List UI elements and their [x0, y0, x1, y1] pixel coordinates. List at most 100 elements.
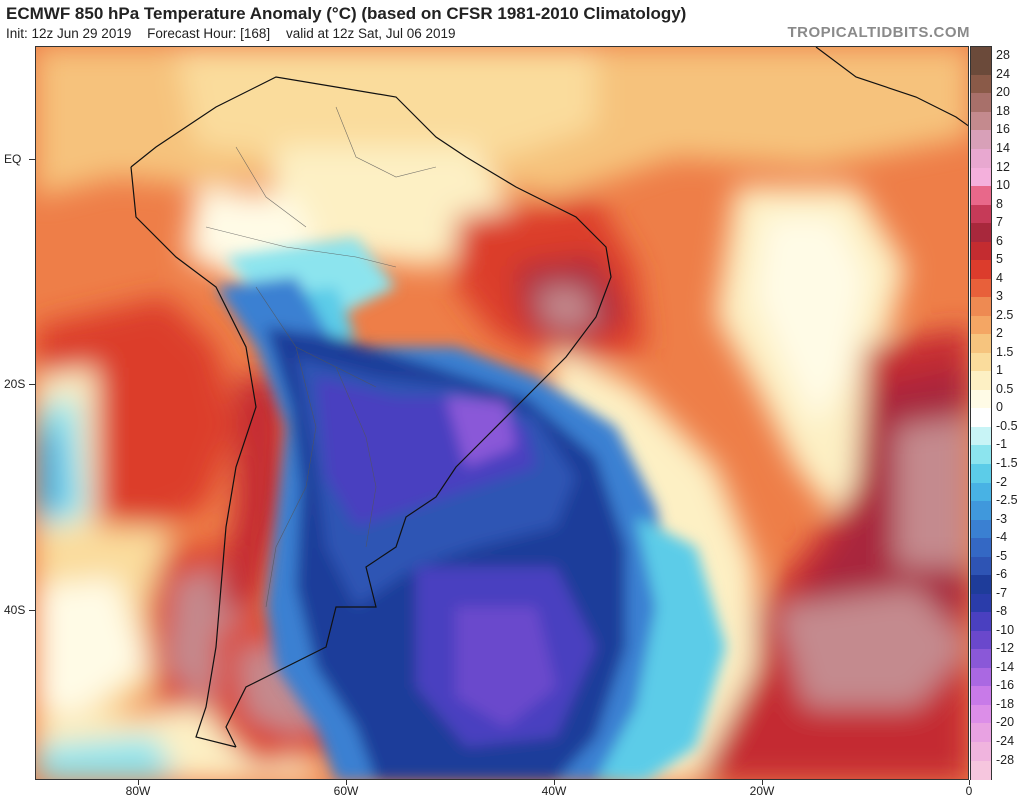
colorbar-swatch: [971, 649, 991, 669]
lat-label-20s: 20S: [4, 377, 26, 391]
colorbar-swatch: [971, 593, 991, 613]
lon-label-40w: 40W: [541, 784, 567, 798]
colorbar-swatch: [971, 371, 991, 391]
valid-time: valid at 12z Sat, Jul 06 2019: [285, 26, 456, 41]
colorbar-label: -0.5: [996, 418, 1018, 433]
colorbar-swatch: [971, 56, 991, 76]
lon-label-0: 0: [965, 784, 973, 798]
colorbar-label: 6: [996, 233, 1003, 248]
colorbar-swatch: [971, 260, 991, 280]
colorbar-swatch: [971, 741, 991, 761]
colorbar-swatch: [971, 93, 991, 113]
colorbar-label: 18: [996, 103, 1010, 118]
colorbar-label: -20: [996, 715, 1015, 730]
colorbar-swatch: [971, 612, 991, 632]
chart-title: ECMWF 850 hPa Temperature Anomaly (°C) (…: [6, 4, 687, 23]
colorbar: [970, 46, 992, 780]
colorbar-swatch: [971, 334, 991, 354]
lon-label-80w: 80W: [125, 784, 151, 798]
colorbar-swatch: [971, 704, 991, 724]
lon-label-20w: 20W: [749, 784, 775, 798]
colorbar-swatch: [971, 186, 991, 206]
lat-label-eq: EQ: [4, 152, 22, 166]
colorbar-label: -8: [996, 604, 1008, 619]
colorbar-label: 0: [996, 400, 1003, 415]
colorbar-label: -14: [996, 659, 1015, 674]
colorbar-swatch: [971, 315, 991, 335]
colorbar-label: -12: [996, 641, 1015, 656]
lat-label-40s: 40S: [4, 603, 26, 617]
colorbar-swatch: [971, 519, 991, 539]
colorbar-label: -7: [996, 585, 1008, 600]
lon-tick: [969, 780, 970, 785]
colorbar-swatch: [971, 111, 991, 131]
colorbar-label: -18: [996, 696, 1015, 711]
colorbar-label: 3: [996, 289, 1003, 304]
colorbar-label: 28: [996, 48, 1010, 63]
colorbar-label: 12: [996, 159, 1010, 174]
chart-subtitle: Init: 12z Jun 29 2019 Forecast Hour: [16…: [6, 26, 468, 41]
coastlines: [130, 47, 968, 748]
colorbar-swatch: [971, 297, 991, 317]
colorbar-label: 14: [996, 140, 1010, 155]
colorbar-swatch: [971, 223, 991, 243]
colorbar-swatch: [971, 389, 991, 409]
colorbar-swatch: [971, 556, 991, 576]
colorbar-label: -10: [996, 622, 1015, 637]
colorbar-swatch: [971, 167, 991, 187]
colorbar-label: 16: [996, 122, 1010, 137]
colorbar-label: -2.5: [996, 493, 1018, 507]
colorbar-swatch: [971, 482, 991, 502]
colorbar-swatch: [971, 667, 991, 687]
colorbar-swatch: [971, 241, 991, 261]
colorbar-label: -3: [996, 511, 1008, 526]
colorbar-label: -4: [996, 530, 1008, 545]
lon-label-60w: 60W: [333, 784, 359, 798]
colorbar-label: 8: [996, 196, 1003, 211]
brand-watermark: TROPICALTIDBITS.COM: [787, 24, 970, 41]
colorbar-label: 2.5: [996, 307, 1014, 322]
colorbar-label: -24: [996, 733, 1015, 748]
colorbar-label: 2: [996, 326, 1003, 341]
colorbar-label: 24: [996, 66, 1010, 81]
lat-tick: [29, 384, 35, 385]
colorbar-label: -16: [996, 678, 1015, 693]
lon-tick: [554, 780, 555, 785]
colorbar-label: 7: [996, 215, 1003, 230]
colorbar-swatch: [971, 686, 991, 706]
colorbar-label: 1: [996, 363, 1003, 378]
colorbar-label: -6: [996, 567, 1008, 582]
lon-tick: [346, 780, 347, 785]
colorbar-swatch: [971, 408, 991, 428]
colorbar-label: -28: [996, 752, 1015, 767]
colorbar-swatch: [971, 464, 991, 484]
colorbar-swatch: [971, 278, 991, 298]
lon-tick: [762, 780, 763, 785]
colorbar-label: 5: [996, 252, 1003, 267]
colorbar-swatch: [971, 426, 991, 446]
colorbar-label: 10: [996, 178, 1010, 192]
colorbar-swatch: [971, 630, 991, 650]
colorbar-swatch: [971, 352, 991, 372]
colorbar-swatch: [971, 501, 991, 521]
colorbar-swatch: [971, 204, 991, 224]
lon-tick: [138, 780, 139, 785]
colorbar-swatch: [971, 760, 991, 780]
colorbar-swatch: [971, 538, 991, 558]
anomaly-field: [36, 47, 968, 779]
colorbar-label: 1.5: [996, 344, 1014, 359]
colorbar-swatch: [971, 130, 991, 150]
country-borders: [205, 106, 437, 608]
forecast-hour: Forecast Hour: [168]: [147, 26, 271, 41]
colorbar-label: -2: [996, 474, 1008, 489]
colorbar-label: 20: [996, 85, 1010, 100]
colorbar-swatch: [971, 723, 991, 743]
colorbar-label: -1.5: [996, 456, 1018, 470]
colorbar-label: 0.5: [996, 381, 1014, 396]
anomaly-map: [35, 46, 969, 780]
lat-tick: [29, 159, 35, 160]
lat-tick: [29, 610, 35, 611]
colorbar-swatch: [971, 575, 991, 595]
colorbar-label: 4: [996, 270, 1003, 285]
colorbar-label: -1: [996, 437, 1008, 452]
